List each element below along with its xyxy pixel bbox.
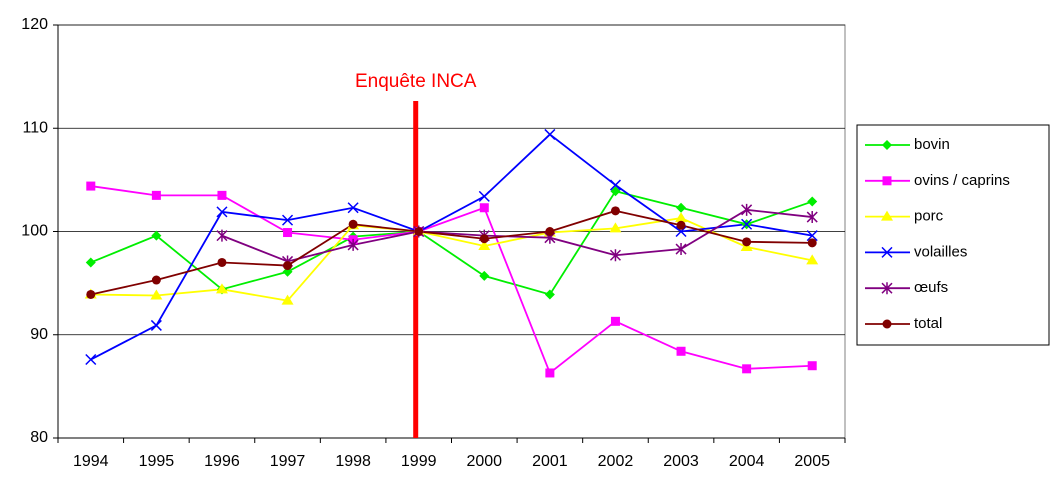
- x-tick-label: 1999: [401, 453, 437, 470]
- series-line: [90, 185, 813, 375]
- marker: [85, 257, 96, 268]
- marker: [675, 243, 687, 256]
- marker: [742, 237, 752, 247]
- series-markers: [86, 206, 817, 299]
- marker: [544, 289, 555, 300]
- marker: [742, 364, 752, 374]
- legend-label: volailles: [914, 243, 967, 260]
- marker: [414, 227, 424, 236]
- legend-label: bovin: [914, 136, 950, 153]
- legend-label: ovins / caprins: [914, 172, 1010, 189]
- marker: [609, 222, 622, 233]
- marker: [150, 289, 163, 300]
- marker: [217, 190, 227, 200]
- marker: [545, 368, 555, 378]
- x-tick-label: 1998: [335, 453, 371, 470]
- y-tick-label: 90: [30, 326, 48, 343]
- x-tick-label: 1994: [73, 453, 109, 470]
- marker: [882, 140, 892, 150]
- marker: [610, 186, 621, 197]
- marker: [881, 210, 893, 221]
- marker: [151, 230, 162, 241]
- marker: [283, 261, 293, 271]
- marker: [675, 212, 688, 223]
- marker: [807, 238, 817, 248]
- marker: [347, 238, 359, 251]
- legend-box: [856, 124, 1050, 346]
- marker: [151, 190, 161, 200]
- marker: [676, 346, 686, 356]
- marker: [676, 220, 686, 230]
- y-tick-label: 110: [22, 119, 48, 136]
- x-tick-label: 2005: [794, 453, 830, 470]
- x-tick-label: 1997: [270, 453, 306, 470]
- marker: [478, 239, 491, 250]
- marker: [347, 202, 359, 214]
- marker: [544, 128, 556, 140]
- marker: [479, 270, 490, 281]
- series-markers: [216, 203, 818, 268]
- marker: [609, 179, 621, 191]
- series-line: [90, 217, 813, 302]
- annotation-text: Enquête INCA: [355, 71, 477, 92]
- x-tick-label: 1996: [204, 453, 240, 470]
- marker: [86, 181, 96, 191]
- marker: [151, 275, 161, 285]
- marker: [150, 319, 162, 331]
- y-tick-label: 100: [21, 223, 48, 240]
- x-tick-label: 2002: [598, 453, 634, 470]
- marker: [610, 316, 620, 326]
- marker: [807, 196, 818, 207]
- marker: [478, 190, 490, 202]
- marker: [806, 211, 818, 224]
- legend-label: porc: [914, 208, 944, 225]
- marker: [479, 234, 489, 244]
- x-tick-label: 2003: [663, 453, 699, 470]
- marker: [741, 218, 753, 230]
- y-tick-label: 80: [30, 429, 48, 446]
- marker: [348, 219, 358, 229]
- marker: [609, 249, 621, 262]
- marker: [86, 289, 96, 299]
- marker: [479, 203, 489, 213]
- marker: [281, 294, 294, 305]
- marker: [881, 282, 893, 295]
- marker: [217, 257, 227, 267]
- marker: [882, 176, 892, 186]
- series-line: [90, 133, 813, 361]
- x-tick-label: 2004: [729, 453, 765, 470]
- legend-label: total: [914, 315, 942, 332]
- marker: [676, 202, 687, 213]
- marker: [806, 230, 818, 242]
- marker: [85, 353, 97, 366]
- marker: [741, 203, 753, 216]
- x-tick-label: 2001: [532, 453, 568, 470]
- marker: [882, 319, 892, 329]
- x-tick-label: 2000: [466, 453, 502, 470]
- series-line: [90, 209, 813, 296]
- series-line: [90, 190, 813, 296]
- marker: [545, 227, 555, 236]
- x-tick-label: 1995: [139, 453, 175, 470]
- series-line: [221, 208, 813, 263]
- marker: [215, 283, 228, 294]
- marker: [282, 214, 294, 226]
- marker: [881, 246, 893, 258]
- marker: [283, 228, 293, 238]
- marker: [806, 254, 819, 265]
- marker: [610, 206, 620, 216]
- marker: [216, 206, 228, 218]
- marker: [807, 361, 817, 371]
- legend-label: œufs: [914, 279, 948, 296]
- marker: [216, 229, 228, 242]
- y-tick-label: 120: [21, 16, 48, 33]
